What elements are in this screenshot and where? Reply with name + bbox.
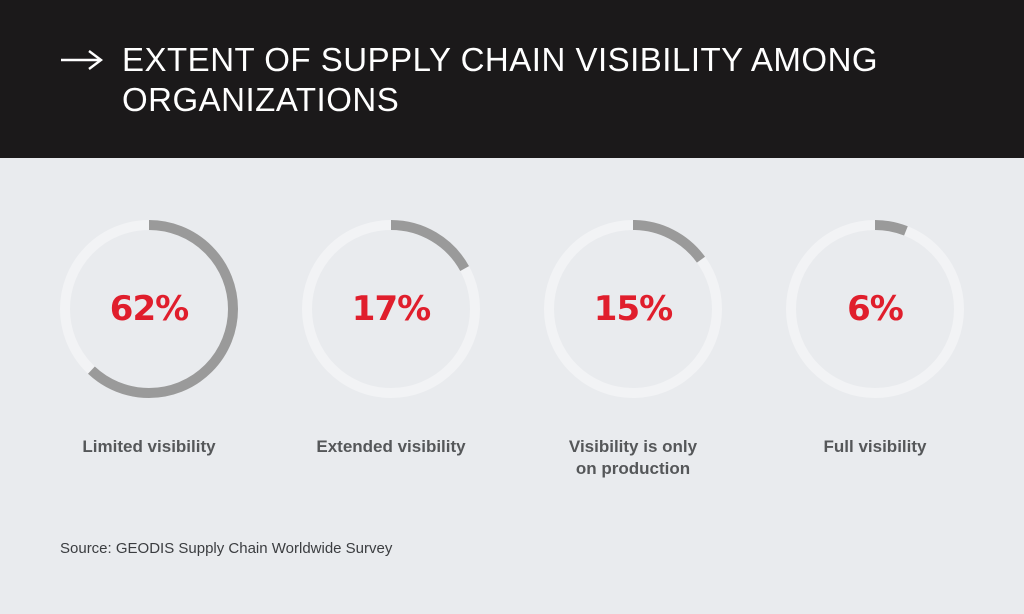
percent-value-full-visibility: 6%	[847, 289, 904, 329]
ring-chart-extended-visibility: 17%	[302, 220, 480, 398]
ring-svg-extended-visibility	[302, 220, 480, 398]
ring-svg-full-visibility	[786, 220, 964, 398]
percent-value-limited-visibility: 62%	[109, 289, 189, 329]
ring-chart-visibility-on-production: 15%	[544, 220, 722, 398]
percent-value-visibility-on-production: 15%	[593, 289, 673, 329]
category-label-visibility-on-production: Visibility is only on production	[523, 436, 743, 480]
ring-arc-full-visibility	[786, 220, 964, 398]
chart-title: EXTENT OF SUPPLY CHAIN VISIBILITY AMONG …	[122, 41, 879, 118]
ring-svg-visibility-on-production	[544, 220, 722, 398]
ring-arc-limited-visibility	[60, 220, 238, 398]
ring-arc-extended-visibility	[302, 220, 480, 398]
ring-chart-full-visibility: 6%	[786, 220, 964, 398]
category-label-limited-visibility: Limited visibility	[82, 437, 216, 456]
percent-value-extended-visibility: 17%	[351, 289, 431, 329]
header-banner: EXTENT OF SUPPLY CHAIN VISIBILITY AMONG …	[0, 0, 1024, 158]
ring-svg-limited-visibility	[60, 220, 238, 398]
ring-chart-limited-visibility: 62%	[60, 220, 238, 398]
source-note: Source: GEODIS Supply Chain Worldwide Su…	[60, 540, 393, 557]
category-label-extended-visibility: Extended visibility	[316, 437, 466, 456]
category-label-text: Visibility is only on production	[568, 437, 698, 478]
category-label-full-visibility: Full visibility	[823, 437, 927, 456]
arrow-right-icon	[61, 50, 103, 70]
ring-arc-visibility-on-production	[544, 220, 722, 398]
